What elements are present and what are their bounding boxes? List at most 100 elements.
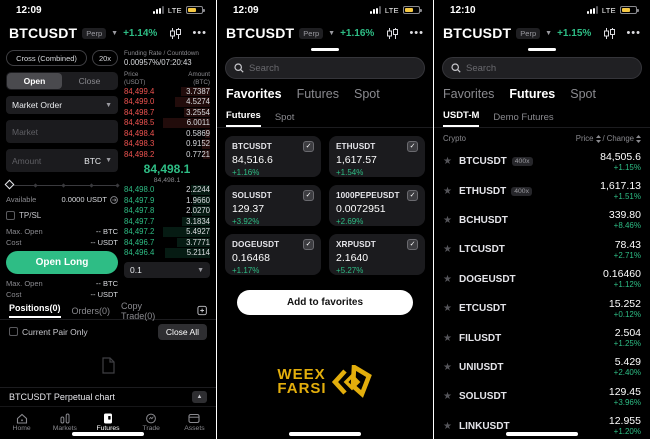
tick-size-select[interactable]: 0.1 ▼ bbox=[124, 262, 210, 278]
nav-home[interactable]: Home bbox=[0, 407, 43, 437]
tab-spot[interactable]: Spot bbox=[353, 87, 380, 101]
pair-row[interactable]: ★ ETCUSDT 15.252 +0.12% bbox=[443, 297, 641, 319]
ask-row[interactable]: 84,498.5 6.0011 bbox=[124, 118, 210, 128]
favorite-card[interactable]: SOLUSDT ✓ 129.37 +3.92% bbox=[225, 185, 321, 226]
pair-row[interactable]: ★ LTCUSDT 78.43 +2.71% bbox=[443, 238, 641, 260]
tab-favorites[interactable]: Favorites bbox=[443, 87, 495, 101]
chevron-down-icon[interactable]: ▼ bbox=[328, 29, 336, 37]
tab-copy-trade[interactable]: Copy Trade(0) bbox=[121, 300, 156, 321]
star-icon[interactable]: ★ bbox=[443, 273, 452, 285]
star-icon[interactable]: ★ bbox=[443, 185, 452, 197]
sort-icon[interactable] bbox=[595, 134, 601, 143]
crypto-column-label[interactable]: Crypto bbox=[443, 134, 466, 143]
last-price[interactable]: 84,498.1 bbox=[143, 161, 191, 176]
margin-mode-button[interactable]: Cross (Combined) bbox=[6, 50, 87, 66]
pair-row[interactable]: ★ LINKUSDT 12.955 +1.20% bbox=[443, 415, 641, 437]
bid-row[interactable]: 84,498.0 2.2244 bbox=[124, 185, 210, 195]
subtab-usdt-m[interactable]: USDT-M bbox=[443, 110, 480, 127]
symbol-title[interactable]: BTCUSDT bbox=[443, 25, 512, 41]
tab-positions[interactable]: Positions(0) bbox=[9, 303, 61, 318]
bid-row[interactable]: 84,496.7 3.7771 bbox=[124, 237, 210, 247]
tab-spot[interactable]: Spot bbox=[570, 87, 596, 101]
star-icon[interactable]: ★ bbox=[443, 420, 452, 432]
favorite-card[interactable]: DOGEUSDT ✓ 0.16468 +1.17% bbox=[225, 234, 321, 275]
star-icon[interactable]: ★ bbox=[443, 391, 452, 403]
pair-row[interactable]: ★ DOGEUSDT 0.16460 +1.12% bbox=[443, 268, 641, 290]
amount-input[interactable] bbox=[12, 155, 81, 166]
price-sort-label[interactable]: Price bbox=[575, 134, 594, 143]
star-icon[interactable]: ★ bbox=[443, 214, 452, 226]
nav-assets[interactable]: Assets bbox=[173, 407, 216, 437]
sheet-drag-handle[interactable] bbox=[528, 48, 556, 51]
checked-checkbox[interactable]: ✓ bbox=[303, 239, 314, 250]
tab-futures[interactable]: Futures bbox=[296, 87, 339, 101]
tab-close[interactable]: Close bbox=[78, 76, 101, 86]
amount-unit[interactable]: BTC bbox=[84, 155, 102, 166]
price-field[interactable] bbox=[6, 120, 118, 143]
close-all-button[interactable]: Close All bbox=[157, 323, 207, 340]
add-to-favorites-button[interactable]: Add to favorites bbox=[237, 290, 413, 315]
current-pair-checkbox[interactable] bbox=[9, 327, 18, 336]
bid-row[interactable]: 84,496.4 5.2114 bbox=[124, 248, 210, 258]
chevron-down-icon[interactable]: ▼ bbox=[111, 29, 119, 37]
sheet-drag-handle[interactable] bbox=[311, 48, 339, 51]
nav-markets[interactable]: Markets bbox=[43, 407, 86, 437]
ask-row[interactable]: 84,498.4 0.5869 bbox=[124, 128, 210, 138]
more-menu-icon[interactable]: ••• bbox=[409, 27, 424, 39]
more-menu-icon[interactable]: ••• bbox=[626, 27, 641, 39]
favorite-card[interactable]: 1000PEPEUSDT ✓ 0.0072951 +2.69% bbox=[329, 185, 425, 226]
favorite-card[interactable]: BTCUSDT ✓ 84,516.6 +1.16% bbox=[225, 136, 321, 177]
change-sort-label[interactable]: Change bbox=[606, 134, 634, 143]
bid-row[interactable]: 84,497.8 2.0270 bbox=[124, 206, 210, 216]
open-long-button[interactable]: Open Long bbox=[6, 251, 118, 274]
tab-favorites[interactable]: Favorites bbox=[226, 87, 282, 101]
candlestick-chart-icon[interactable] bbox=[169, 27, 182, 39]
tab-orders[interactable]: Orders(0) bbox=[71, 305, 111, 316]
symbol-title[interactable]: BTCUSDT bbox=[226, 25, 295, 41]
checked-checkbox[interactable]: ✓ bbox=[303, 190, 314, 201]
search-bar[interactable] bbox=[442, 57, 642, 79]
bid-row[interactable]: 84,497.9 1.9660 bbox=[124, 195, 210, 205]
checked-checkbox[interactable]: ✓ bbox=[407, 239, 418, 250]
tab-futures[interactable]: Futures bbox=[509, 87, 556, 101]
amount-slider[interactable] bbox=[4, 179, 120, 190]
subtab-spot[interactable]: Spot bbox=[274, 112, 295, 123]
symbol-title[interactable]: BTCUSDT bbox=[9, 25, 78, 41]
order-history-icon[interactable] bbox=[197, 305, 207, 316]
checked-checkbox[interactable]: ✓ bbox=[303, 141, 314, 152]
search-input[interactable] bbox=[466, 62, 633, 74]
search-bar[interactable] bbox=[225, 57, 425, 79]
star-icon[interactable]: ★ bbox=[443, 332, 452, 344]
subtab-demo-futures[interactable]: Demo Futures bbox=[493, 112, 554, 123]
price-input[interactable] bbox=[12, 126, 112, 137]
pair-row[interactable]: ★ UNIUSDT 5.429 +2.40% bbox=[443, 356, 641, 378]
checked-checkbox[interactable]: ✓ bbox=[407, 190, 418, 201]
star-icon[interactable]: ★ bbox=[443, 244, 452, 256]
chevron-down-icon[interactable]: ▼ bbox=[545, 29, 553, 37]
leverage-button[interactable]: 20x bbox=[92, 50, 118, 66]
ask-row[interactable]: 84,499.4 3.7387 bbox=[124, 86, 210, 96]
pair-row[interactable]: ★ BTCUSDT 400x 84,505.6 +1.15% bbox=[443, 150, 641, 172]
nav-trade[interactable]: Trade bbox=[130, 407, 173, 437]
tab-open[interactable]: Open bbox=[7, 73, 62, 89]
candlestick-chart-icon[interactable] bbox=[603, 27, 616, 39]
checked-checkbox[interactable]: ✓ bbox=[407, 141, 418, 152]
more-menu-icon[interactable]: ••• bbox=[192, 27, 207, 39]
pair-row[interactable]: ★ FILUSDT 2.504 +1.25% bbox=[443, 327, 641, 349]
tpsl-checkbox[interactable] bbox=[6, 211, 15, 220]
favorite-card[interactable]: ETHUSDT ✓ 1,617.57 +1.54% bbox=[329, 136, 425, 177]
favorite-card[interactable]: XRPUSDT ✓ 2.1640 +5.27% bbox=[329, 234, 425, 275]
bid-row[interactable]: 84,497.2 5.4927 bbox=[124, 227, 210, 237]
pair-row[interactable]: ★ SOLUSDT 129.45 +3.96% bbox=[443, 385, 641, 407]
candlestick-chart-icon[interactable] bbox=[386, 27, 399, 39]
subtab-futures[interactable]: Futures bbox=[226, 110, 261, 127]
search-input[interactable] bbox=[249, 62, 416, 74]
transfer-icon[interactable] bbox=[110, 195, 118, 204]
slider-handle[interactable] bbox=[4, 179, 15, 190]
sort-icon[interactable] bbox=[636, 134, 641, 143]
amount-field[interactable]: BTC ▼ bbox=[6, 149, 118, 172]
ask-row[interactable]: 84,499.0 4.5274 bbox=[124, 97, 210, 107]
star-icon[interactable]: ★ bbox=[443, 156, 452, 168]
bid-row[interactable]: 84,497.7 3.1834 bbox=[124, 216, 210, 226]
order-type-select[interactable]: Market Order ▼ bbox=[6, 96, 118, 114]
